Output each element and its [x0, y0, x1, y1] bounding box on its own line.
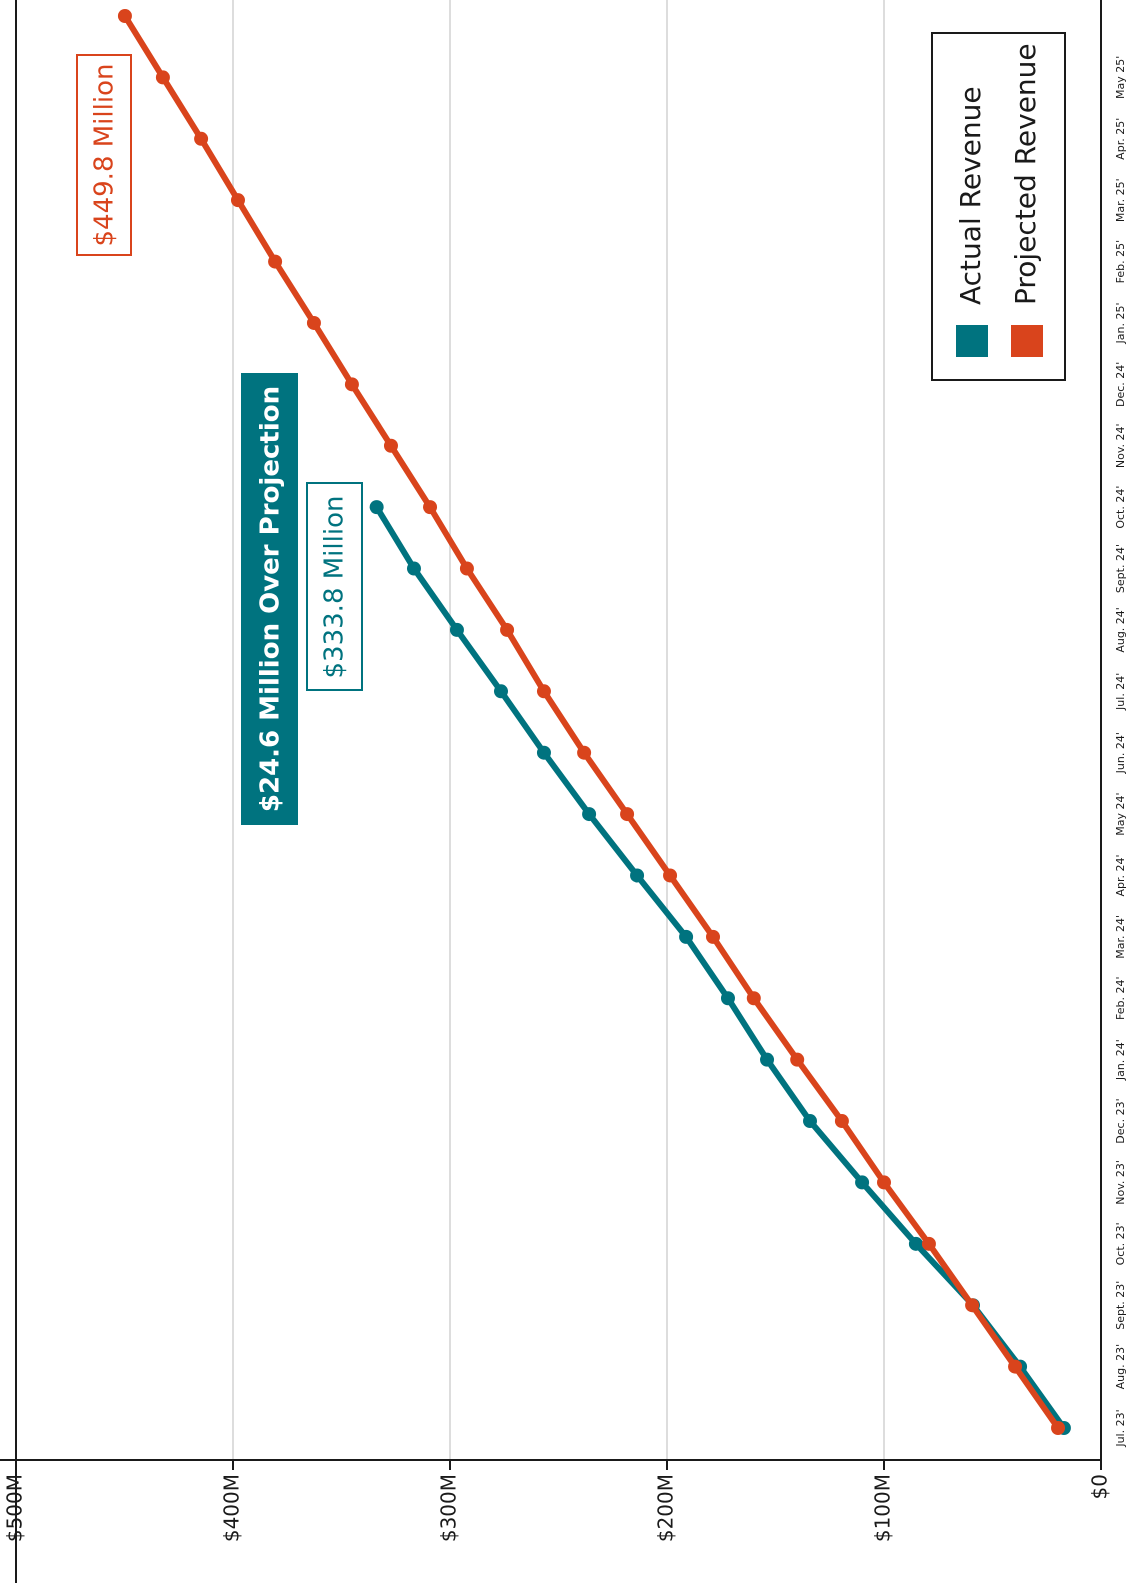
data-point — [369, 500, 384, 515]
y-tick-label: $0 — [1088, 1474, 1112, 1499]
data-point — [406, 561, 421, 576]
legend-label: Projected Revenue — [1009, 43, 1042, 305]
data-point — [155, 70, 170, 85]
data-point — [344, 377, 359, 392]
data-point — [383, 438, 398, 453]
data-point — [194, 131, 209, 146]
data-point — [760, 1052, 775, 1067]
data-point — [500, 622, 515, 637]
data-point — [306, 315, 321, 330]
y-tick-label: $100M — [871, 1474, 895, 1542]
y-tick-label: $200M — [654, 1474, 678, 1542]
x-tick-label: Jan. 24' — [1114, 1039, 1127, 1081]
data-point — [230, 193, 245, 208]
data-point — [449, 622, 464, 637]
annotation-box — [241, 373, 298, 825]
annotation-box — [306, 482, 363, 691]
annotation: $333.8 Million — [320, 496, 350, 679]
series-line — [122, 14, 1061, 1430]
annotation: $449.8 Million — [90, 64, 120, 247]
data-point — [423, 500, 438, 515]
data-point — [1051, 1421, 1066, 1435]
data-point — [965, 1298, 980, 1313]
data-point — [630, 868, 645, 883]
x-tick-label: Sept. 23' — [1114, 1281, 1127, 1330]
data-point — [536, 745, 551, 760]
data-point — [493, 684, 508, 699]
x-tick-label: Aug. 23' — [1114, 1344, 1127, 1390]
annotation: $24.6 Million Over Projection — [256, 386, 286, 812]
legend-label: Actual Revenue — [954, 86, 987, 305]
x-tick-label: Jul. 24' — [1114, 673, 1127, 711]
data-point — [117, 9, 132, 23]
y-tick-label: $500M — [3, 1474, 27, 1542]
data-point — [720, 991, 735, 1006]
legend-box — [931, 32, 1066, 381]
y-tick-label: $400M — [220, 1474, 244, 1542]
data-point — [268, 254, 283, 269]
x-tick-label: Oct. 24' — [1114, 486, 1127, 529]
series-line — [374, 505, 1067, 1430]
x-tick-label: Nov. 24' — [1114, 423, 1127, 468]
data-point — [536, 684, 551, 699]
annotation-box — [76, 54, 132, 256]
x-tick-label: Sept. 24' — [1114, 544, 1127, 593]
x-tick-label: Feb. 25' — [1114, 240, 1127, 284]
data-point — [582, 807, 597, 822]
data-point — [577, 745, 592, 760]
x-tick-label: Mar. 24' — [1114, 915, 1127, 959]
data-point — [679, 929, 694, 944]
data-point — [1008, 1359, 1023, 1374]
x-tick-label: Nov. 23' — [1114, 1160, 1127, 1205]
data-point — [663, 868, 678, 883]
data-point — [790, 1052, 805, 1067]
x-tick-label: Dec. 23' — [1114, 1098, 1127, 1143]
x-tick-label: May 25' — [1114, 56, 1127, 99]
data-point — [921, 1236, 936, 1251]
data-point — [834, 1114, 849, 1129]
x-tick-label: Dec. 24' — [1114, 362, 1127, 407]
data-point — [620, 807, 635, 822]
data-point — [908, 1236, 923, 1251]
data-point — [803, 1114, 818, 1129]
x-tick-label: Jan. 25' — [1114, 302, 1127, 344]
data-point — [459, 561, 474, 576]
data-point — [706, 929, 721, 944]
x-tick-label: Aug. 24' — [1114, 607, 1127, 653]
x-tick-label: Apr. 25' — [1114, 118, 1127, 160]
x-tick-label: May 24' — [1114, 792, 1127, 835]
x-tick-label: Feb. 24' — [1114, 977, 1127, 1021]
x-tick-label: Mar. 25' — [1114, 178, 1127, 222]
data-point — [746, 991, 761, 1006]
x-tick-label: Oct. 23' — [1114, 1222, 1127, 1265]
y-tick-label: $300M — [437, 1474, 461, 1542]
legend-swatch — [956, 325, 988, 357]
x-tick-label: Jun. 24' — [1114, 732, 1127, 774]
data-point — [855, 1175, 870, 1190]
x-tick-label: Apr. 24' — [1114, 854, 1127, 896]
legend-swatch — [1011, 325, 1043, 357]
x-tick-label: Jul. 23' — [1114, 1409, 1127, 1447]
data-point — [877, 1175, 891, 1190]
